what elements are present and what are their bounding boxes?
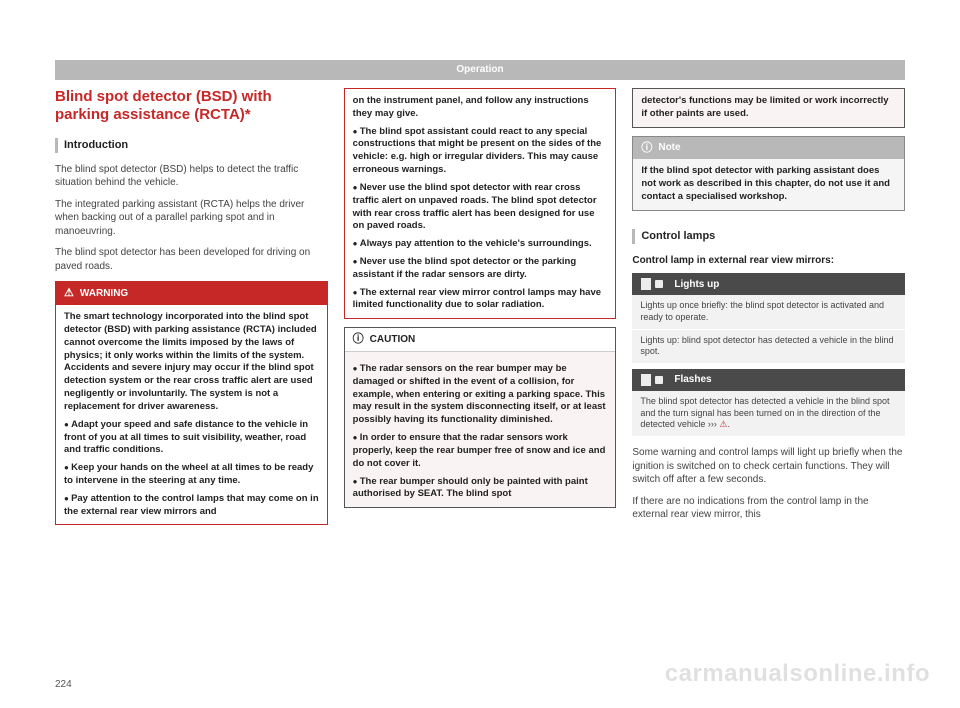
lights-up-table: Lights up Lights up once briefly: the bl… [632, 273, 905, 363]
column-3: detector's functions may be limited or w… [632, 88, 905, 678]
p4: Some warning and control lamps will ligh… [632, 446, 905, 487]
caution-label: CAUTION [370, 333, 416, 347]
warning-bullet-6: Always pay attention to the vehicle's su… [353, 238, 608, 251]
page-title: Blind spot detector (BSD) with parking a… [55, 88, 328, 124]
section-control-lamps: Control lamps [632, 229, 905, 244]
warning-bullet-3: Pay attention to the control lamps that … [64, 493, 319, 519]
warning-box-continued: on the instrument panel, and follow any … [344, 88, 617, 319]
lights-up-label: Lights up [674, 278, 719, 292]
caution-box: ⓘ CAUTION The radar sensors on the rear … [344, 327, 617, 508]
flashes-row-1-tail: . [727, 419, 730, 429]
warning-header: ⚠ WARNING [56, 282, 327, 305]
p5: If there are no indications from the con… [632, 495, 905, 522]
flashes-table: Flashes The blind spot detector has dete… [632, 369, 905, 436]
warning-bullet-8: The external rear view mirror control la… [353, 287, 608, 313]
note-header: ⓘ Note [633, 137, 904, 160]
section-introduction: Introduction [55, 138, 328, 153]
caution-body-cont: detector's functions may be limited or w… [633, 89, 904, 127]
warning-bullet-2: Keep your hands on the wheel at all time… [64, 462, 319, 488]
intro-p1: The blind spot detector (BSD) helps to d… [55, 163, 328, 190]
warning-cont-text: on the instrument panel, and follow any … [353, 95, 608, 121]
note-label: Note [658, 141, 680, 155]
warning-bullet-5: Never use the blind spot detector with r… [353, 182, 608, 233]
warning-bullet-4: The blind spot assistant could react to … [353, 126, 608, 177]
caution-body: The radar sensors on the rear bumper may… [345, 352, 616, 507]
column-2: on the instrument panel, and follow any … [344, 88, 617, 678]
warning-bullet-1: Adapt your speed and safe distance to th… [64, 419, 319, 457]
column-1: Blind spot detector (BSD) with parking a… [55, 88, 328, 678]
flashes-row-1: The blind spot detector has detected a v… [632, 391, 905, 436]
note-info-icon: ⓘ [641, 141, 652, 156]
caution-header: ⓘ CAUTION [345, 328, 616, 352]
mirror-car-flash-icon [640, 373, 666, 387]
section-header: Operation [55, 60, 905, 80]
watermark: carmanualsonline.info [665, 660, 930, 688]
content-columns: Blind spot detector (BSD) with parking a… [55, 88, 905, 678]
sub-heading-mirrors: Control lamp in external rear view mirro… [632, 254, 905, 268]
flashes-row-1-text: The blind spot detector has detected a v… [640, 396, 889, 429]
caution-bullet-3: The rear bumper should only be painted w… [353, 476, 608, 502]
warning-box: ⚠ WARNING The smart technology incorpora… [55, 281, 328, 525]
caution-bullet-1: The radar sensors on the rear bumper may… [353, 363, 608, 427]
mirror-car-icon [640, 277, 666, 291]
lights-up-header: Lights up [632, 273, 905, 295]
intro-p2: The integrated parking assistant (RCTA) … [55, 198, 328, 239]
lights-up-row-2: Lights up: blind spot detector has detec… [632, 329, 905, 363]
warning-body-cont: on the instrument panel, and follow any … [345, 89, 616, 318]
warning-label: WARNING [80, 287, 128, 301]
warning-body: The smart technology incorporated into t… [56, 305, 327, 524]
note-box: ⓘ Note If the blind spot detector with p… [632, 136, 905, 211]
caution-info-icon: ⓘ [353, 332, 364, 347]
page-number: 224 [55, 679, 72, 690]
warning-triangle-icon: ⚠ [64, 286, 74, 301]
flashes-label: Flashes [674, 373, 711, 387]
caution-box-continued: detector's functions may be limited or w… [632, 88, 905, 128]
caution-bullet-2: In order to ensure that the radar sensor… [353, 432, 608, 470]
caution-cont-text: detector's functions may be limited or w… [641, 95, 896, 121]
intro-p3: The blind spot detector has been develop… [55, 246, 328, 273]
note-body: If the blind spot detector with parking … [633, 159, 904, 209]
warning-bullet-7: Never use the blind spot detector or the… [353, 256, 608, 282]
warning-text: The smart technology incorporated into t… [64, 311, 319, 414]
flashes-header: Flashes [632, 369, 905, 391]
lights-up-row-1: Lights up once briefly: the blind spot d… [632, 295, 905, 328]
